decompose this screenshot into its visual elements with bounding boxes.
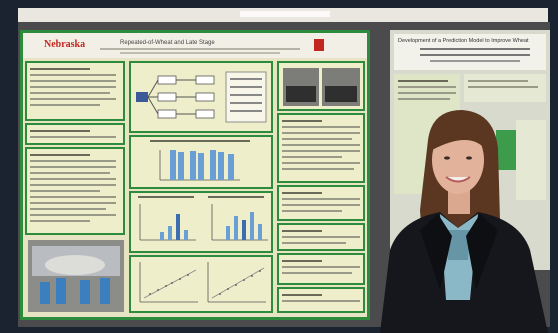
poster-scatter-charts [129,255,273,313]
poster-right-title: Development of a Prediction Model to Imp… [398,38,529,44]
university-logo-right [314,39,324,51]
poster-left-org: Nebraska [44,39,85,50]
poster-left-column-2 [129,61,273,313]
poster-left-title: Repeated-of-Wheat and Late Stage [120,40,215,46]
poster-small-charts [129,191,273,253]
ceiling-light [240,11,330,17]
poster-left-column-3 [277,61,365,313]
poster-right-header [394,34,546,70]
poster-left: Nebraska Repeated-of-Wheat and Late Stag… [20,30,370,320]
poster-left-column-1 [25,61,125,312]
woman-presenter [380,110,548,333]
poster-right-map [496,130,516,170]
